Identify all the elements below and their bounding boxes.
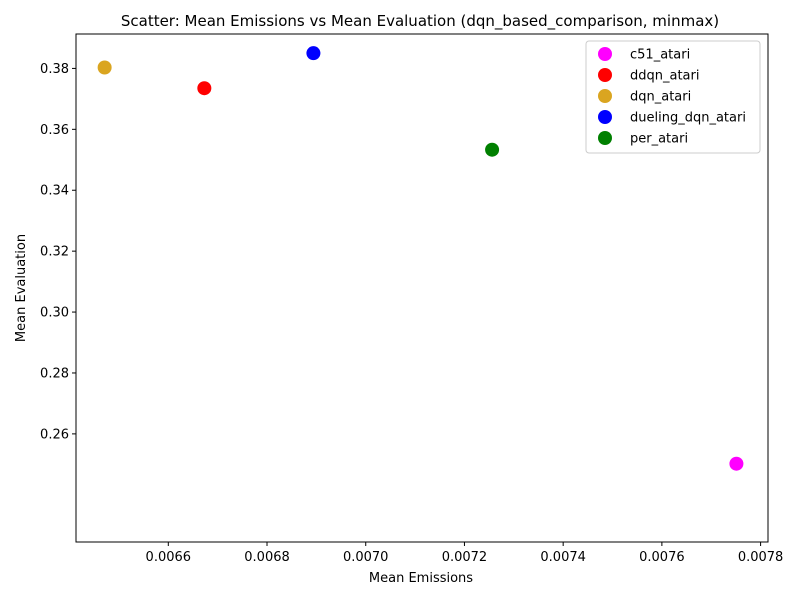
x-axis-label: Mean Emissions — [369, 571, 473, 586]
legend-marker-dueling_dqn_atari — [598, 110, 612, 124]
legend-marker-ddqn_atari — [598, 68, 612, 82]
y-tick-label: 0.34 — [40, 184, 69, 199]
y-tick-label: 0.32 — [40, 245, 69, 260]
y-tick-label: 0.28 — [40, 366, 69, 381]
legend-label-c51_atari: c51_atari — [630, 48, 690, 63]
point-dueling_dqn_atari — [306, 46, 321, 61]
x-tick-label: 0.0076 — [639, 550, 685, 565]
x-tick-label: 0.0074 — [540, 550, 586, 565]
point-dqn_atari — [97, 60, 112, 75]
x-tick-label: 0.0070 — [343, 550, 389, 565]
chart-title: Scatter: Mean Emissions vs Mean Evaluati… — [121, 12, 719, 31]
point-c51_atari — [729, 456, 744, 471]
point-per_atari — [485, 142, 500, 157]
legend-marker-dqn_atari — [598, 89, 612, 103]
y-tick-label: 0.26 — [40, 427, 69, 442]
y-axis: 0.26 0.28 0.30 0.32 0.34 0.36 0.38 — [40, 62, 76, 442]
x-tick-label: 0.0068 — [244, 550, 290, 565]
legend-marker-per_atari — [598, 131, 612, 145]
y-tick-label: 0.38 — [40, 62, 69, 77]
y-axis-label: Mean Evaluation — [14, 234, 29, 342]
x-tick-label: 0.0072 — [442, 550, 488, 565]
x-axis: 0.0066 0.0068 0.0070 0.0072 0.0074 0.0076 0.00… — [146, 542, 784, 565]
legend-box — [585, 40, 761, 154]
plot-area — [75, 33, 769, 543]
y-tick-label: 0.36 — [40, 123, 69, 138]
legend: c51_atari ddqn_atari dqn_atari dueling_dqn_… — [585, 40, 761, 154]
x-tick-label: 0.0078 — [738, 550, 784, 565]
legend-label-ddqn_atari: ddqn_atari — [630, 69, 699, 84]
point-ddqn_atari — [197, 81, 212, 96]
y-tick-label: 0.30 — [40, 306, 69, 321]
x-tick-label: 0.0066 — [146, 550, 192, 565]
data-points — [97, 46, 744, 471]
plot-frame — [75, 33, 769, 543]
legend-marker-c51_atari — [598, 47, 612, 61]
legend-label-dueling_dqn_atari: dueling_dqn_atari — [630, 111, 746, 126]
legend-label-per_atari: per_atari — [630, 132, 688, 147]
legend-label-dqn_atari: dqn_atari — [630, 90, 691, 105]
